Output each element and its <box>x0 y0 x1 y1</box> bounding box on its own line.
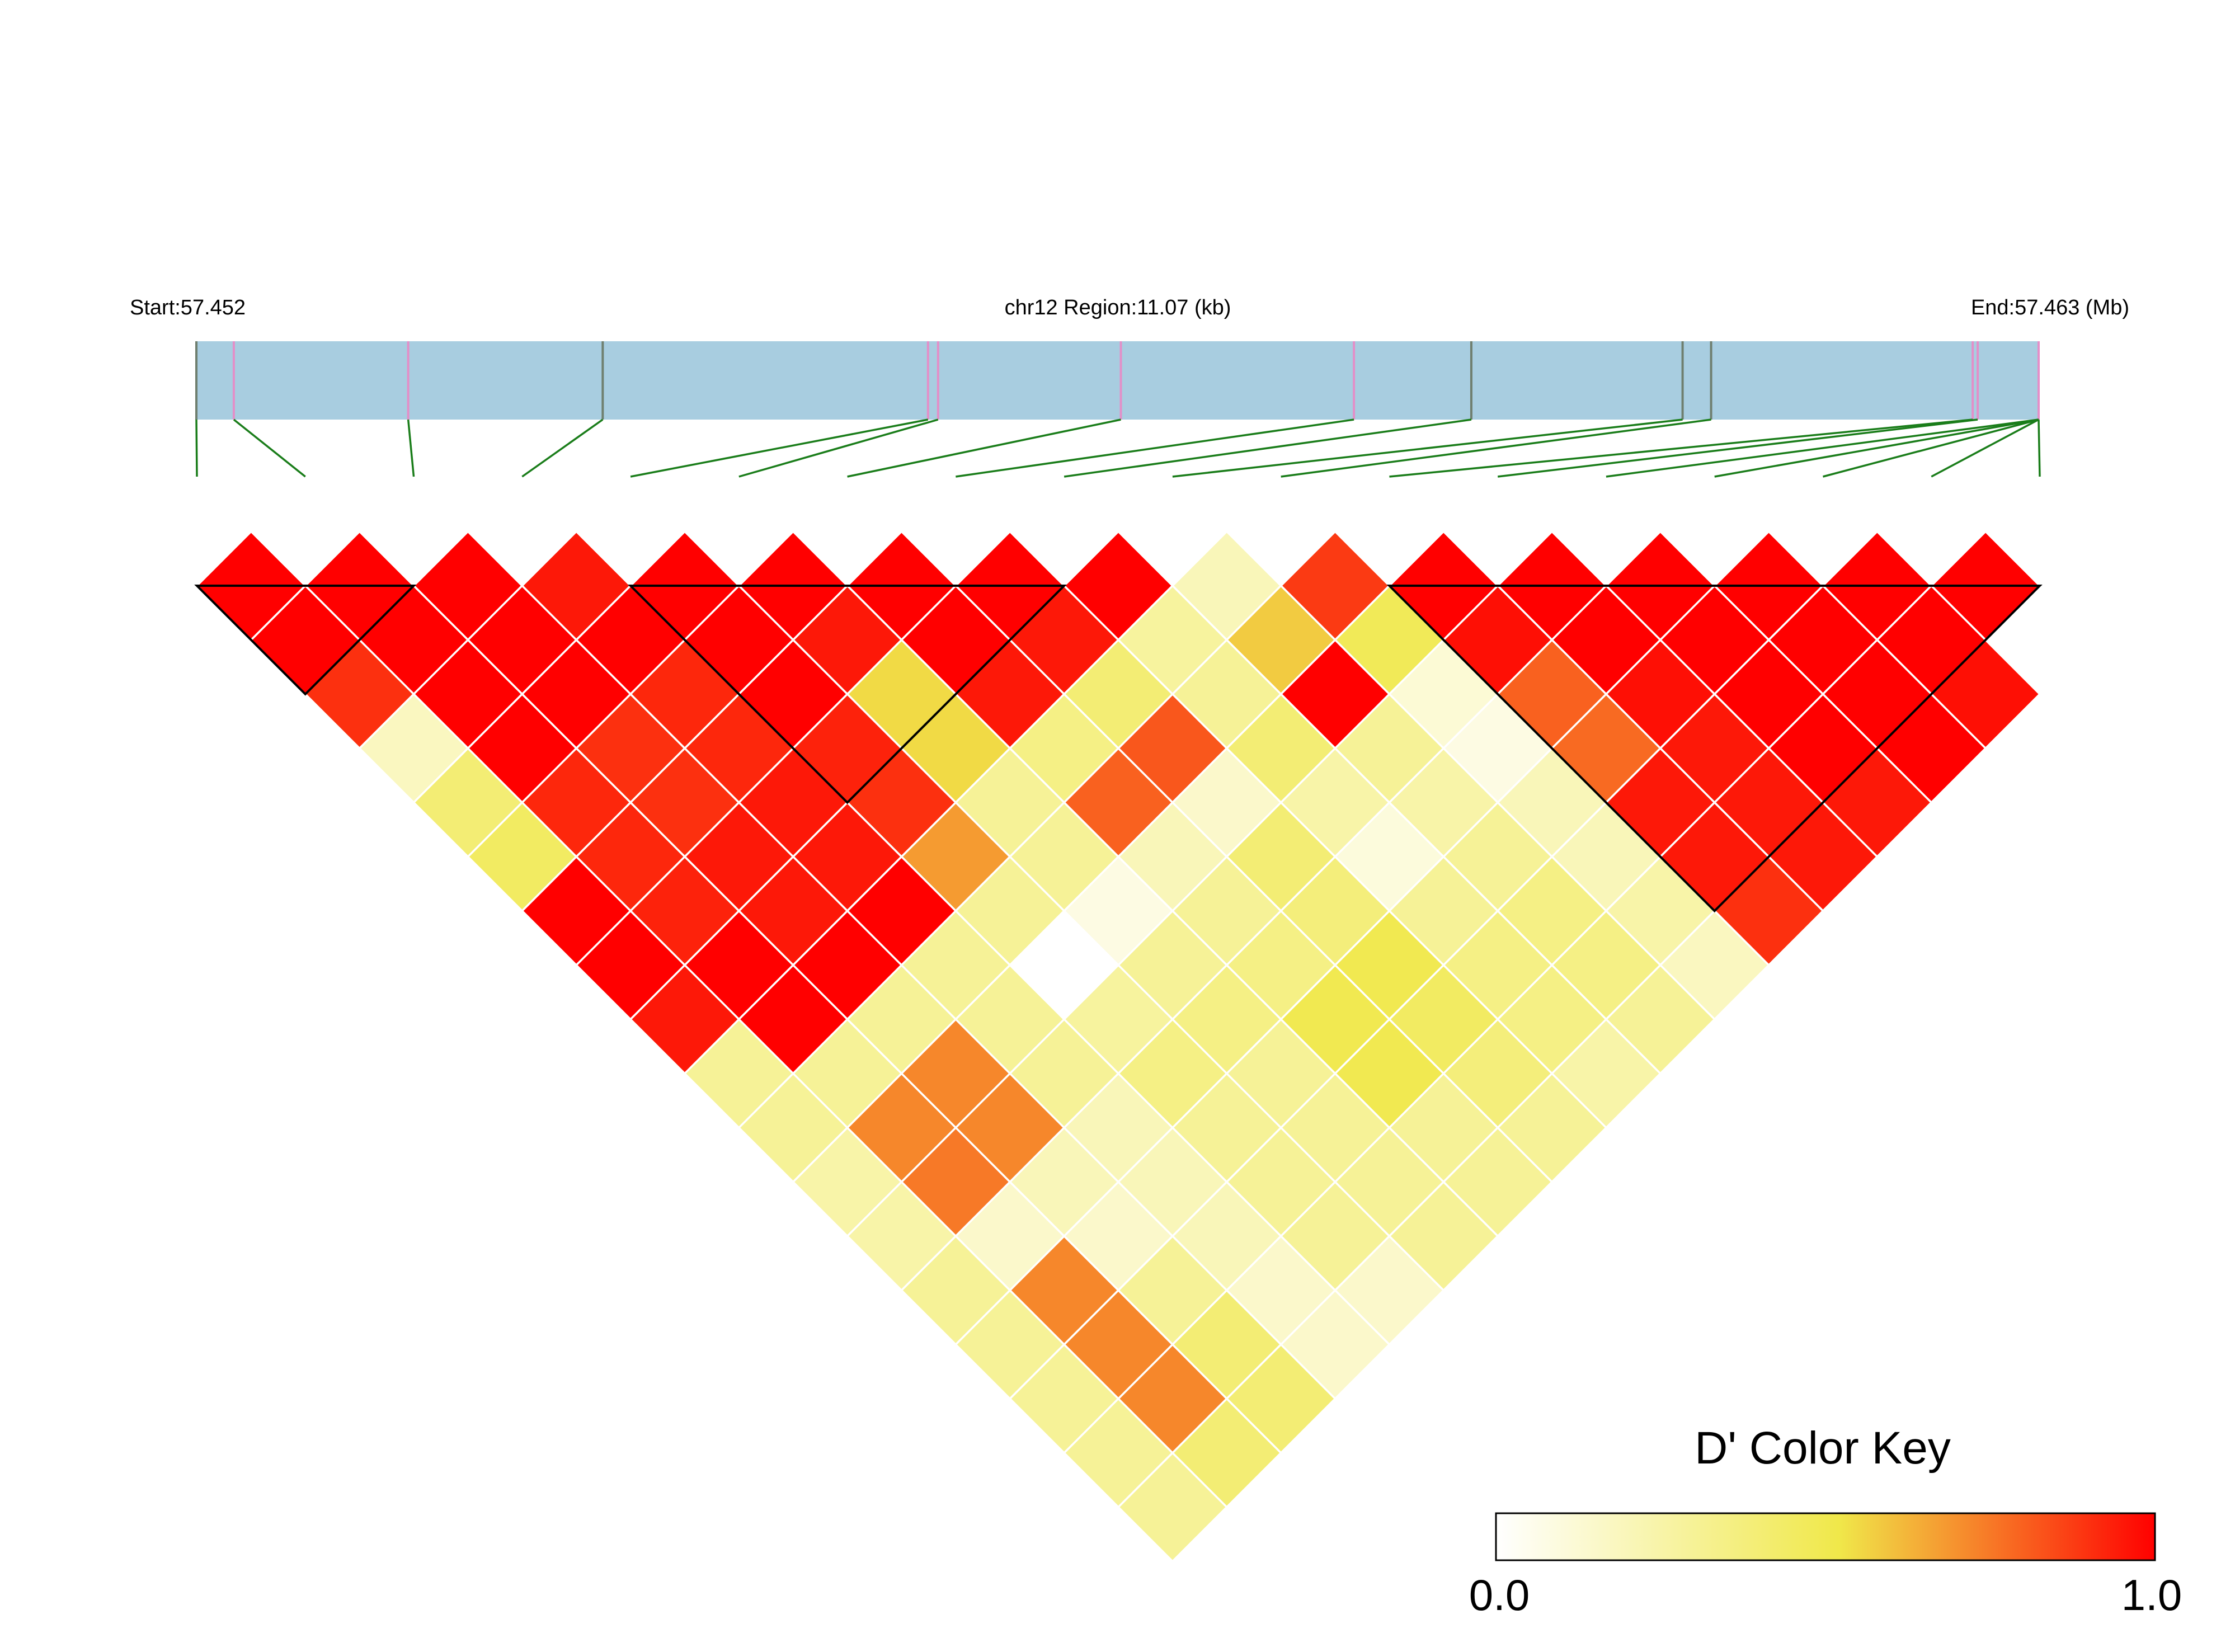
region-end-label: End:57.463 (Mb) <box>1971 296 2129 319</box>
snp-connector <box>1823 418 2039 478</box>
color-key-min-label: 0.0 <box>1469 1570 1530 1620</box>
snp-connector <box>1172 418 1683 478</box>
haplotype-block-outline <box>194 585 417 696</box>
snp-connector <box>521 418 604 478</box>
chromosome-track <box>195 341 2040 420</box>
ld-cells <box>195 530 2041 1563</box>
snp-connector <box>1281 418 1711 478</box>
snp-connector <box>847 418 1121 478</box>
haplotype-block-outline <box>628 585 1067 804</box>
ld-cell <box>1117 1451 1229 1563</box>
color-key-max-label: 1.0 <box>2121 1570 2182 1620</box>
snp-connector <box>1714 418 2039 478</box>
snp-connector <box>738 418 939 478</box>
snp-markers <box>195 341 2040 420</box>
snp-connector <box>1389 418 1973 478</box>
snp-connector <box>1931 418 2039 478</box>
color-key-title: D' Color Key <box>1695 1423 1951 1474</box>
snp-connector <box>1064 418 1472 478</box>
snp-connector <box>956 418 1354 478</box>
snp-connector <box>1497 418 1978 478</box>
haplotype-block-outline <box>1386 585 2043 913</box>
snp-connector <box>630 418 929 478</box>
snp-connector <box>233 418 306 478</box>
snp-connector <box>2038 419 2041 477</box>
region-title-label: chr12 Region:11.07 (kb) <box>1005 296 1231 319</box>
region-start-label: Start:57.452 <box>130 296 246 319</box>
snp-connector <box>195 419 198 477</box>
color-key-bar <box>1495 1512 2156 1561</box>
snp-connector <box>407 419 415 477</box>
snp-connector <box>1606 418 2039 478</box>
snp-connectors <box>195 418 2041 478</box>
haplotype-blocks <box>194 585 2043 913</box>
